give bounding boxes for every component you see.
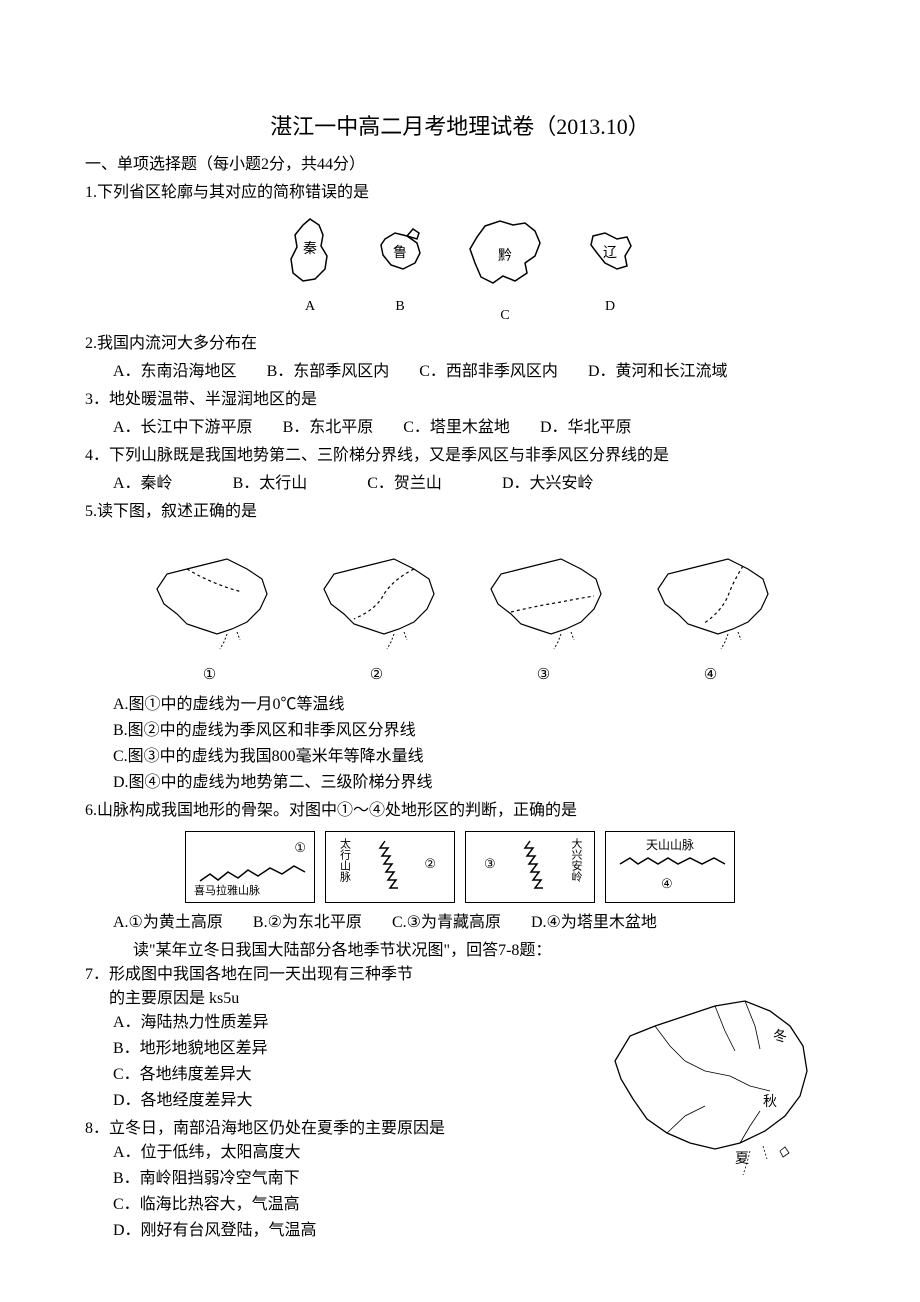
q2-options: A．东南沿海地区 B．东部季风区内 C．西部非季风区内 D．黄河和长江流域 [85, 360, 835, 384]
q5-option-b: B.图②中的虚线为季风区和非季风区分界线 [113, 719, 835, 743]
question-5: 5.读下图，叙述正确的是 [85, 500, 835, 524]
q5-map-2-label: ② [370, 664, 383, 687]
q1-fig-d-char: 辽 [603, 243, 617, 264]
china-map-icon [132, 534, 287, 664]
q1-fig-b-letter: B [395, 296, 404, 317]
q1-fig-a: 秦 A [275, 211, 345, 326]
china-map-icon [299, 534, 454, 664]
q6-fig-2-mountain: 太行山脉 [336, 838, 353, 882]
china-season-map-icon: 冬 秋 夏 [585, 971, 835, 1201]
q1-fig-d: 辽 D [575, 211, 645, 326]
q6-fig-4-mountain: 天山山脉 [646, 836, 694, 854]
q1-fig-b: 鲁 B [365, 211, 435, 326]
q6-option-a: A.①为黄土高原 [113, 911, 223, 935]
question-2: 2.我国内流河大多分布在 [85, 332, 835, 356]
q5-map-4-label: ④ [704, 664, 717, 687]
china-map-icon [633, 534, 788, 664]
q6-figures: ① 喜马拉雅山脉 ② 太行山脉 ③ 大兴安岭 天山山脉 ④ [85, 831, 835, 903]
q5-maps: ① ② ③ ④ [85, 534, 835, 687]
question-7-line2: 的主要原因是 ks5u [85, 987, 575, 1011]
q78-layout: 7．形成图中我国各地在同一天出现有三种季节 的主要原因是 ks5u A．海陆热力… [85, 963, 835, 1247]
q8-option-b: B．南岭阻挡弱冷空气南下 [113, 1167, 575, 1191]
q5-map-2: ② [299, 534, 454, 687]
question-1: 1.下列省区轮廓与其对应的简称错误的是 [85, 181, 835, 205]
q1-fig-a-char: 秦 [303, 239, 317, 260]
q1-figures: 秦 A 鲁 B 黔 C 辽 D [85, 211, 835, 326]
q3-options: A．长江中下游平原 B．东北平原 C．塔里木盆地 D．华北平原 [85, 416, 835, 440]
q6-fig-3: ③ 大兴安岭 [465, 831, 595, 903]
q5-option-c: C.图③中的虚线为我国800毫米年等降水量线 [113, 745, 835, 769]
q6-fig-4: 天山山脉 ④ [605, 831, 735, 903]
q3-option-d: D．华北平原 [540, 416, 632, 440]
map-label-winter: 冬 [773, 1029, 787, 1045]
q6-fig-3-num: ③ [484, 854, 496, 874]
q6-fig-1: ① 喜马拉雅山脉 [185, 831, 315, 903]
q1-fig-c-letter: C [500, 305, 509, 326]
q5-options: A.图①中的虚线为一月0℃等温线 B.图②中的虚线为季风区和非季风区分界线 C.… [85, 693, 835, 795]
china-map-icon [466, 534, 621, 664]
q2-option-c: C．西部非季风区内 [419, 360, 558, 384]
page-title: 湛江一中高二月考地理试卷（2013.10） [85, 110, 835, 143]
q78-intro: 读"某年立冬日我国大陆部分各地季节状况图"，回答7-8题： [85, 939, 835, 963]
question-4: 4．下列山脉既是我国地势第二、三阶梯分界线，又是季风区与非季风区分界线的是 [85, 444, 835, 468]
q4-option-c: C．贺兰山 [367, 472, 442, 496]
q7-option-a: A．海陆热力性质差异 [113, 1011, 575, 1035]
question-6: 6.山脉构成我国地形的骨架。对图中①～④处地形区的判断，正确的是 [85, 799, 835, 823]
q78-left-column: 7．形成图中我国各地在同一天出现有三种季节 的主要原因是 ks5u A．海陆热力… [85, 963, 575, 1247]
question-3: 3．地处暖温带、半湿润地区的是 [85, 388, 835, 412]
q6-fig-1-mountain: 喜马拉雅山脉 [194, 883, 260, 900]
q8-option-c: C．临海比热容大，气温高 [113, 1193, 575, 1217]
q6-option-d: D.④为塔里木盆地 [531, 911, 657, 935]
q4-option-a: A．秦岭 [113, 472, 173, 496]
q7-option-c: C．各地纬度差异大 [113, 1063, 575, 1087]
q1-fig-c: 黔 C [455, 211, 555, 326]
q5-map-1: ① [132, 534, 287, 687]
q6-options: A.①为黄土高原 B.②为东北平原 C.③为青藏高原 D.④为塔里木盆地 [85, 911, 835, 935]
q1-fig-d-letter: D [605, 296, 615, 317]
q5-option-d: D.图④中的虚线为地势第二、三级阶梯分界线 [113, 771, 835, 795]
q5-option-a: A.图①中的虚线为一月0℃等温线 [113, 693, 835, 717]
q6-fig-3-mountain: 大兴安岭 [568, 838, 585, 882]
q7-option-d: D．各地经度差异大 [113, 1089, 575, 1113]
q8-option-d: D．刚好有台风登陆，气温高 [113, 1219, 575, 1243]
q8-options: A．位于低纬，太阳高度大 B．南岭阻挡弱冷空气南下 C．临海比热容大，气温高 D… [85, 1141, 575, 1243]
section-one-header: 一、单项选择题（每小题2分，共44分） [85, 153, 835, 177]
q6-option-c: C.③为青藏高原 [392, 911, 501, 935]
q1-fig-b-char: 鲁 [393, 243, 407, 264]
map-label-summer: 夏 [735, 1151, 749, 1167]
q3-option-b: B．东北平原 [283, 416, 374, 440]
q2-option-a: A．东南沿海地区 [113, 360, 237, 384]
q3-option-a: A．长江中下游平原 [113, 416, 253, 440]
q5-map-3-label: ③ [537, 664, 550, 687]
q6-fig-4-num: ④ [661, 874, 673, 894]
q6-fig-2: ② 太行山脉 [325, 831, 455, 903]
q6-fig-2-num: ② [424, 854, 436, 874]
q6-option-b: B.②为东北平原 [253, 911, 362, 935]
q4-option-b: B．太行山 [233, 472, 308, 496]
q4-options: A．秦岭 B．太行山 C．贺兰山 D．大兴安岭 [85, 472, 835, 496]
q7-options: A．海陆热力性质差异 B．地形地貌地区差异 C．各地纬度差异大 D．各地经度差异… [85, 1011, 575, 1113]
q8-option-a: A．位于低纬，太阳高度大 [113, 1141, 575, 1165]
q5-map-1-label: ① [203, 664, 216, 687]
q5-map-4: ④ [633, 534, 788, 687]
q2-option-d: D．黄河和长江流域 [588, 360, 728, 384]
question-7: 7．形成图中我国各地在同一天出现有三种季节 [85, 963, 575, 987]
q5-map-3: ③ [466, 534, 621, 687]
q4-option-d: D．大兴安岭 [502, 472, 594, 496]
q78-map: 冬 秋 夏 [585, 963, 835, 1247]
q3-option-c: C．塔里木盆地 [403, 416, 510, 440]
q6-fig-1-num: ① [294, 838, 306, 858]
question-8: 8．立冬日，南部沿海地区仍处在夏季的主要原因是 [85, 1117, 575, 1141]
map-label-autumn: 秋 [763, 1094, 777, 1110]
q1-fig-c-char: 黔 [498, 246, 512, 267]
q2-option-b: B．东部季风区内 [267, 360, 390, 384]
q1-fig-a-letter: A [305, 296, 315, 317]
q7-option-b: B．地形地貌地区差异 [113, 1037, 575, 1061]
